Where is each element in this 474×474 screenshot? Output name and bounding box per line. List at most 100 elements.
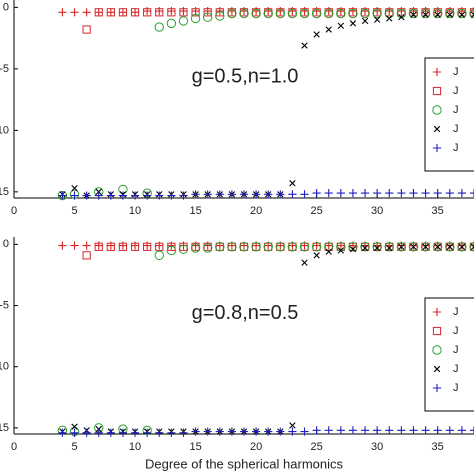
marker-x [410, 11, 417, 18]
marker-plus [227, 190, 236, 199]
legend-label: J [453, 85, 459, 97]
marker-square [264, 242, 273, 251]
marker-x [373, 244, 381, 252]
marker-circle [190, 13, 201, 24]
marker-square [82, 25, 91, 34]
marker-plus [432, 143, 442, 153]
x-tick-label: 0 [11, 205, 17, 217]
marker-square [203, 8, 212, 17]
marker-plus [215, 427, 224, 436]
marker-plus [373, 426, 382, 435]
marker-plus [360, 426, 370, 435]
marker-circle [445, 8, 455, 19]
marker-plus [432, 383, 442, 393]
marker-plus [373, 188, 382, 198]
marker-circle [287, 242, 298, 252]
marker-circle [57, 190, 68, 201]
marker-plus [143, 191, 152, 200]
legend-label: J [453, 363, 459, 375]
marker-plus [106, 8, 115, 17]
legend-label: J [453, 66, 459, 78]
marker-plus [94, 8, 103, 17]
marker-plus [130, 191, 140, 200]
marker-x [71, 423, 78, 430]
legend-label: J [453, 382, 459, 394]
marker-square [300, 242, 309, 251]
legend-label: J [453, 104, 459, 116]
y-tick-label: -15 [0, 186, 9, 198]
marker-plus [324, 426, 333, 435]
marker-circle [372, 242, 382, 252]
marker-x [361, 17, 369, 25]
marker-square [130, 8, 140, 17]
marker-plus [469, 426, 474, 435]
marker-plus [252, 427, 261, 436]
y-tick-label: -10 [0, 361, 9, 373]
marker-plus [360, 188, 370, 198]
marker-square [457, 242, 466, 251]
marker-circle [166, 18, 177, 29]
x-tick-label: 25 [311, 205, 323, 217]
marker-plus [469, 188, 474, 198]
marker-circle [348, 242, 358, 252]
marker-x [458, 243, 466, 250]
marker-plus [336, 188, 345, 198]
marker-x [373, 16, 381, 23]
marker-square [239, 242, 249, 251]
marker-circle [336, 8, 346, 19]
x-tick-label: 5 [71, 441, 77, 453]
marker-square [143, 8, 152, 17]
marker-x [349, 20, 357, 27]
x-tick-label: 15 [189, 441, 201, 453]
y-tick-label: 0 [3, 1, 9, 13]
marker-circle [178, 16, 189, 26]
marker-circle [311, 242, 322, 252]
marker-square [324, 242, 333, 251]
marker-circle [445, 242, 455, 252]
marker-x [410, 243, 417, 250]
marker-plus [82, 191, 91, 200]
marker-circle [275, 242, 286, 252]
marker-square [432, 326, 442, 336]
marker-x [398, 14, 405, 21]
marker-square [106, 242, 115, 251]
marker-x [289, 422, 296, 429]
y-tick-label: -15 [0, 422, 9, 434]
marker-circle [396, 242, 407, 252]
marker-x [386, 15, 393, 22]
marker-plus [288, 190, 297, 199]
marker-x [422, 243, 429, 250]
marker-plus [58, 8, 67, 17]
marker-x [361, 244, 369, 252]
marker-plus [264, 427, 273, 436]
marker-circle [239, 242, 249, 252]
marker-square [94, 8, 103, 17]
marker-plus [179, 191, 188, 200]
marker-circle [154, 250, 164, 261]
marker-square [276, 242, 285, 251]
marker-circle [408, 242, 419, 252]
marker-plus [433, 426, 442, 435]
marker-plus [421, 426, 430, 435]
marker-plus [106, 191, 115, 200]
marker-plus [167, 191, 176, 200]
marker-square [215, 242, 224, 251]
marker-plus [397, 426, 406, 435]
marker-x [325, 26, 332, 33]
marker-square [445, 242, 454, 251]
marker-circle [432, 242, 443, 252]
marker-plus [385, 426, 394, 435]
marker-square [348, 242, 358, 251]
marker-square [191, 8, 200, 17]
marker-square [118, 242, 128, 251]
marker-square [155, 8, 164, 17]
marker-plus [445, 188, 454, 198]
marker-plus [167, 428, 176, 437]
marker-plus [94, 191, 103, 200]
marker-plus [130, 428, 140, 437]
marker-circle [348, 8, 358, 19]
marker-circle [215, 242, 225, 252]
marker-circle [299, 242, 310, 252]
marker-square [432, 86, 442, 96]
marker-plus [409, 188, 418, 198]
